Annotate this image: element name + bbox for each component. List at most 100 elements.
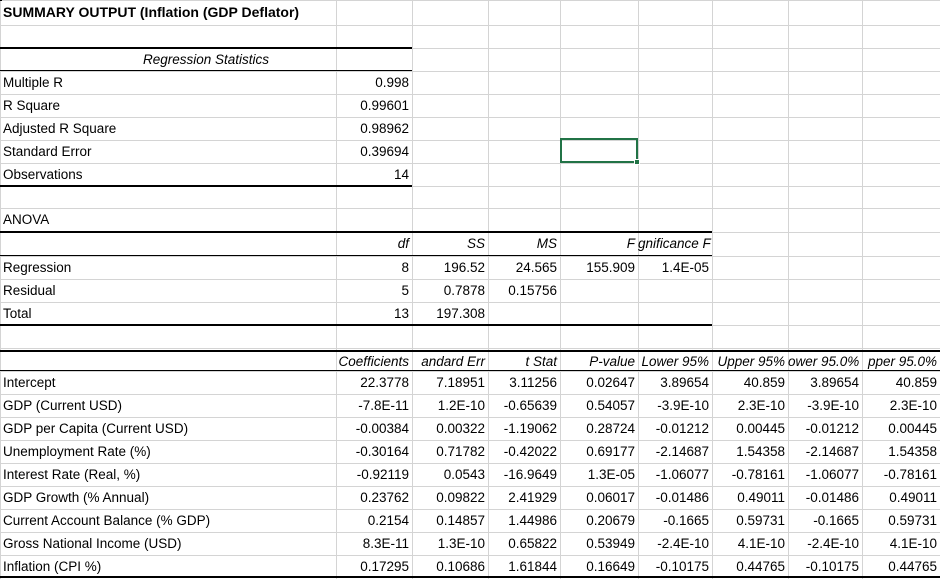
coef-cell[interactable]: 1.61844: [508, 559, 557, 574]
coef-cell[interactable]: -0.10175: [805, 559, 859, 574]
coef-cell[interactable]: -16.9649: [503, 467, 557, 482]
coef-cell[interactable]: 40.859: [743, 375, 785, 390]
coef-row-label[interactable]: Intercept: [3, 375, 56, 390]
coef-cell[interactable]: -0.00384: [355, 421, 409, 436]
coef-cell[interactable]: 0.09822: [436, 490, 485, 505]
coef-cell[interactable]: 0.44765: [888, 559, 937, 574]
coef-cell[interactable]: 0.00322: [436, 421, 485, 436]
coef-cell[interactable]: -0.01212: [655, 421, 709, 436]
coef-cell[interactable]: 0.71782: [436, 444, 485, 459]
coef-cell[interactable]: 0.00445: [736, 421, 785, 436]
coef-cell[interactable]: 0.59731: [888, 513, 937, 528]
coef-cell[interactable]: 0.54057: [586, 398, 635, 413]
coef-cell[interactable]: 0.69177: [586, 444, 635, 459]
anova-header[interactable]: gnificance F: [638, 236, 711, 251]
coef-header[interactable]: t Stat: [525, 354, 557, 369]
coef-cell[interactable]: 0.16649: [586, 559, 635, 574]
coef-header[interactable]: ower 95.0%: [788, 354, 860, 369]
coef-cell[interactable]: 0.44765: [736, 559, 785, 574]
coef-cell[interactable]: 1.54358: [736, 444, 785, 459]
coef-header[interactable]: Lower 95%: [641, 354, 709, 369]
coef-cell[interactable]: 22.3778: [360, 375, 409, 390]
coef-row-label[interactable]: GDP (Current USD): [3, 398, 123, 413]
regstats-value[interactable]: 0.39694: [360, 144, 409, 159]
coef-row-label[interactable]: Gross National Income (USD): [3, 536, 182, 551]
coef-cell[interactable]: -0.78161: [883, 467, 937, 482]
coef-row-label[interactable]: Current Account Balance (% GDP): [3, 513, 211, 528]
coef-row-label[interactable]: GDP Growth (% Annual): [3, 490, 150, 505]
coef-cell[interactable]: -1.06077: [655, 467, 709, 482]
coef-cell[interactable]: 3.11256: [509, 375, 557, 390]
coef-cell[interactable]: -1.19062: [503, 421, 557, 436]
coef-cell[interactable]: -0.30164: [355, 444, 409, 459]
coef-cell[interactable]: -0.92119: [356, 467, 409, 482]
coef-cell[interactable]: 0.0543: [443, 467, 485, 482]
coef-cell[interactable]: -2.4E-10: [807, 536, 859, 551]
coef-header[interactable]: pper 95.0%: [867, 354, 937, 369]
regstats-value[interactable]: 14: [393, 167, 409, 182]
coef-cell[interactable]: -1.06077: [805, 467, 859, 482]
coef-cell[interactable]: -0.42022: [503, 444, 557, 459]
coef-cell[interactable]: -0.1665: [663, 513, 709, 528]
coef-cell[interactable]: 0.02647: [586, 375, 635, 390]
coef-cell[interactable]: 0.28724: [586, 421, 635, 436]
regstats-label[interactable]: Standard Error: [3, 144, 92, 159]
anova-cell[interactable]: [638, 302, 712, 325]
active-cell-selection[interactable]: [560, 138, 638, 163]
coef-cell[interactable]: 4.1E-10: [737, 536, 785, 551]
anova-header[interactable]: df: [397, 236, 409, 251]
anova-cell[interactable]: 0.15756: [508, 283, 557, 298]
coef-row-label[interactable]: GDP per Capita (Current USD): [3, 421, 189, 436]
coef-cell[interactable]: 0.49011: [889, 490, 937, 505]
regstats-header[interactable]: Regression Statistics: [142, 52, 270, 67]
anova-cell[interactable]: 197.308: [436, 306, 485, 321]
coef-cell[interactable]: -7.8E-11: [358, 398, 409, 413]
coef-row-label[interactable]: Interest Rate (Real, %): [3, 467, 141, 482]
coef-cell[interactable]: 0.00445: [888, 421, 937, 436]
coef-cell[interactable]: -0.10175: [655, 559, 709, 574]
coef-cell[interactable]: 0.2154: [367, 513, 409, 528]
coef-cell[interactable]: 7.18951: [436, 375, 485, 390]
coef-cell[interactable]: -2.14687: [655, 444, 709, 459]
anova-cell[interactable]: 155.909: [586, 260, 635, 275]
fill-handle[interactable]: [634, 159, 640, 165]
coef-cell[interactable]: -0.78161: [731, 467, 785, 482]
coef-cell[interactable]: -0.01212: [805, 421, 859, 436]
regstats-label[interactable]: Multiple R: [3, 75, 64, 90]
regstats-value[interactable]: 0.99601: [360, 98, 409, 113]
coef-cell[interactable]: 3.89654: [810, 375, 859, 390]
coef-cell[interactable]: 0.59731: [736, 513, 785, 528]
coef-cell[interactable]: 0.23762: [360, 490, 409, 505]
coef-cell[interactable]: -3.9E-10: [807, 398, 859, 413]
anova-row-label[interactable]: Residual: [3, 283, 56, 298]
regstats-label[interactable]: Observations: [3, 167, 83, 182]
regstats-value[interactable]: 0.98962: [360, 121, 409, 136]
anova-cell[interactable]: 0.7878: [443, 283, 485, 298]
anova-cell[interactable]: 5: [401, 283, 409, 298]
coef-cell[interactable]: 2.3E-10: [889, 398, 937, 413]
anova-header[interactable]: F: [626, 236, 635, 251]
coef-cell[interactable]: 2.41929: [508, 490, 557, 505]
anova-cell[interactable]: [638, 279, 712, 302]
coef-cell[interactable]: -0.01486: [655, 490, 709, 505]
anova-cell[interactable]: 196.52: [443, 260, 485, 275]
coef-cell[interactable]: 0.17295: [360, 559, 409, 574]
anova-cell[interactable]: 8: [401, 260, 409, 275]
coef-cell[interactable]: -0.01486: [805, 490, 859, 505]
anova-header[interactable]: SS: [466, 236, 485, 251]
coef-cell[interactable]: 4.1E-10: [889, 536, 937, 551]
anova-cell[interactable]: [560, 279, 638, 302]
coef-cell[interactable]: 8.3E-11: [362, 536, 409, 551]
regstats-label[interactable]: R Square: [3, 98, 61, 113]
summary-title[interactable]: SUMMARY OUTPUT (Inflation (GDP Deflator): [3, 4, 300, 20]
anova-label[interactable]: ANOVA: [3, 212, 50, 227]
coef-cell[interactable]: 1.54358: [888, 444, 937, 459]
coef-cell[interactable]: 1.44986: [508, 513, 557, 528]
coef-header[interactable]: Upper 95%: [717, 354, 785, 369]
coef-cell[interactable]: 0.65822: [508, 536, 557, 551]
coef-cell[interactable]: 3.89654: [660, 375, 709, 390]
regstats-label[interactable]: Adjusted R Square: [3, 121, 117, 136]
anova-cell[interactable]: 1.4E-05: [661, 260, 709, 275]
coef-cell[interactable]: 0.53949: [586, 536, 635, 551]
